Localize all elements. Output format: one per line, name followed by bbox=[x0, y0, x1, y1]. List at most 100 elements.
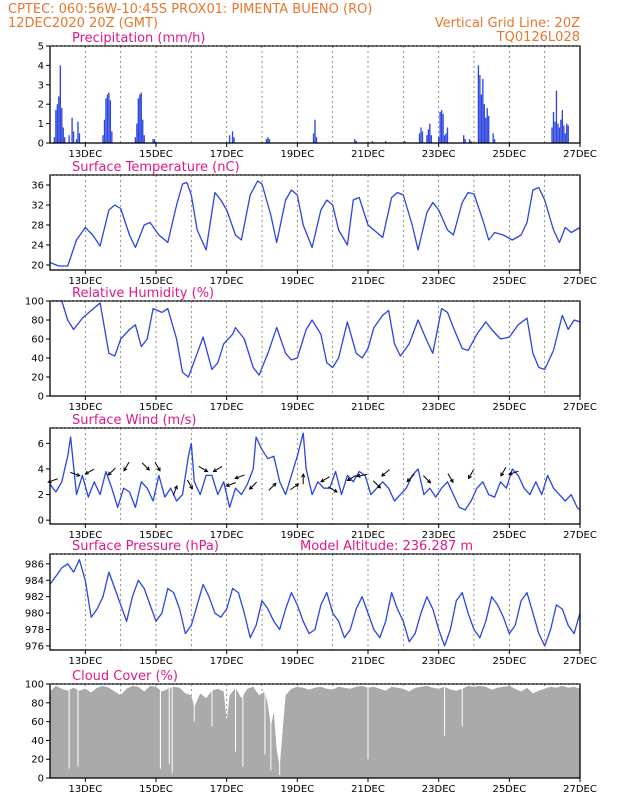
precip-bar bbox=[56, 104, 59, 143]
y-tick-label: 28 bbox=[31, 221, 44, 232]
x-tick-label: 19DEC bbox=[280, 276, 314, 287]
x-tick-label: 25DEC bbox=[492, 656, 526, 667]
wind-arrow-head bbox=[449, 478, 454, 484]
wind-arrow-shaft bbox=[468, 469, 474, 479]
x-tick-label: 19DEC bbox=[280, 656, 314, 667]
precip-bar bbox=[430, 135, 432, 143]
y-tick-label: 2 bbox=[38, 100, 44, 111]
precip-bar bbox=[58, 96, 60, 143]
y-tick-label: 20 bbox=[31, 373, 44, 384]
x-tick-label: 15DEC bbox=[139, 656, 173, 667]
panel-temperature: 20 24 28 32 36 13DEC 15DEC 17DEC 19DEC 21DEC 23DEC… bbox=[31, 160, 597, 287]
x-tick-label: 23DEC bbox=[422, 276, 456, 287]
wind-arrow bbox=[372, 480, 382, 489]
precip-bar bbox=[75, 139, 78, 143]
wind-arrow bbox=[141, 462, 150, 471]
x-tick-label: 13DEC bbox=[68, 656, 102, 667]
wind-arrow bbox=[123, 461, 130, 472]
wind-arrow-shaft bbox=[249, 481, 258, 490]
wind-arrow-head bbox=[346, 477, 351, 481]
wind-arrow-shaft bbox=[290, 483, 299, 491]
x-tick-label: 17DEC bbox=[210, 149, 244, 160]
y-tick-label: 5 bbox=[38, 42, 44, 53]
wind-arrow-head bbox=[468, 474, 472, 480]
panel-title: Surface Wind (m/s) bbox=[72, 413, 196, 428]
precip-bar bbox=[62, 127, 64, 143]
x-tick-label: 27DEC bbox=[563, 149, 597, 160]
x-tick-label: 19DEC bbox=[280, 149, 314, 160]
y-tick-label: 32 bbox=[31, 201, 44, 212]
x-tick-label: 17DEC bbox=[210, 656, 244, 667]
x-tick-label: 27DEC bbox=[563, 276, 597, 287]
precip-bar bbox=[427, 129, 430, 143]
y-tick-label: 980 bbox=[25, 609, 44, 620]
x-tick-label: 13DEC bbox=[68, 402, 102, 413]
precip-bar bbox=[53, 137, 56, 143]
wind-arrow-shaft bbox=[268, 482, 277, 491]
wind-arrow-head bbox=[426, 479, 432, 484]
precip-bar bbox=[354, 139, 356, 143]
y-tick-label: 36 bbox=[31, 181, 44, 192]
precip-bar bbox=[55, 110, 57, 143]
precip-bar bbox=[479, 75, 481, 143]
precip-bar bbox=[554, 121, 556, 143]
wind-arrow bbox=[381, 469, 390, 477]
wind-arrow-shaft bbox=[447, 473, 454, 483]
x-tick-label: 25DEC bbox=[492, 276, 526, 287]
panel-humidity: 0 20 40 60 80 100 13DEC 15DEC 17DEC 19DEC 21DEC 23D… bbox=[25, 286, 597, 413]
precip-bar bbox=[468, 139, 471, 143]
precip-bar bbox=[440, 110, 443, 143]
precip-bar bbox=[108, 92, 110, 143]
header-date: 12DEC2020 20Z (GMT) bbox=[8, 16, 158, 31]
precip-bar bbox=[485, 117, 487, 143]
y-tick-label: 978 bbox=[25, 625, 44, 636]
precip-bar bbox=[265, 139, 268, 143]
wind-arrow bbox=[212, 466, 223, 472]
precip-bar bbox=[567, 125, 569, 143]
x-tick-label: 27DEC bbox=[563, 656, 597, 667]
x-tick-label: 15DEC bbox=[139, 402, 173, 413]
panel-cloud-cover: 0 20 40 60 80 100 13DEC 15DEC 17DEC 19DEC 21DEC 23D… bbox=[25, 669, 597, 795]
precip-bar bbox=[72, 131, 75, 143]
y-tick-label: 24 bbox=[31, 241, 44, 252]
x-tick-label: 21DEC bbox=[351, 530, 385, 541]
precip-bar bbox=[312, 133, 315, 143]
wind-arrow-head bbox=[320, 478, 325, 483]
precip-bar bbox=[68, 135, 70, 143]
wind-arrow-head bbox=[294, 483, 300, 488]
wind-arrow-shaft bbox=[154, 461, 161, 471]
x-tick-label: 13DEC bbox=[68, 276, 102, 287]
wind-arrow-head bbox=[84, 470, 89, 475]
wind-arrow bbox=[107, 467, 116, 476]
precip-bar bbox=[445, 133, 447, 143]
wind-arrow-head bbox=[248, 485, 254, 490]
y-tick-label: 976 bbox=[25, 641, 44, 652]
x-tick-label: 23DEC bbox=[422, 402, 456, 413]
panel-title: Cloud Cover (%) bbox=[72, 669, 178, 684]
precip-bar bbox=[231, 131, 234, 143]
x-tick-label: 19DEC bbox=[280, 530, 314, 541]
x-tick-label: 17DEC bbox=[210, 530, 244, 541]
wind-arrow-head bbox=[272, 482, 277, 487]
y-tick-label: 40 bbox=[31, 354, 44, 365]
wind-arrow-shaft bbox=[500, 466, 507, 477]
y-tick-label: 986 bbox=[25, 559, 44, 570]
y-tick-label: 100 bbox=[25, 297, 44, 308]
wind-arrow bbox=[422, 475, 432, 484]
wind-arrow bbox=[346, 474, 357, 481]
x-tick-label: 27DEC bbox=[563, 402, 597, 413]
humidity-line bbox=[50, 300, 581, 378]
panel-pressure: 976 978 980 982 984 986 13DEC 15DEC 17DEC 19DEC 21… bbox=[25, 539, 597, 667]
precip-bar bbox=[71, 117, 73, 143]
wind-arrow bbox=[328, 486, 338, 493]
wind-arrow-shaft bbox=[213, 466, 223, 472]
precip-bar bbox=[429, 123, 431, 143]
precip-bar bbox=[420, 127, 422, 143]
y-tick-label: 0 bbox=[38, 392, 44, 403]
wind-arrow-shaft bbox=[357, 473, 368, 477]
precip-bar bbox=[105, 98, 107, 143]
y-tick-label: 4 bbox=[38, 61, 44, 72]
wind-arrow-head bbox=[203, 468, 209, 472]
precip-bar bbox=[153, 139, 156, 143]
model-altitude: Model Altitude: 236.287 m bbox=[300, 539, 473, 554]
